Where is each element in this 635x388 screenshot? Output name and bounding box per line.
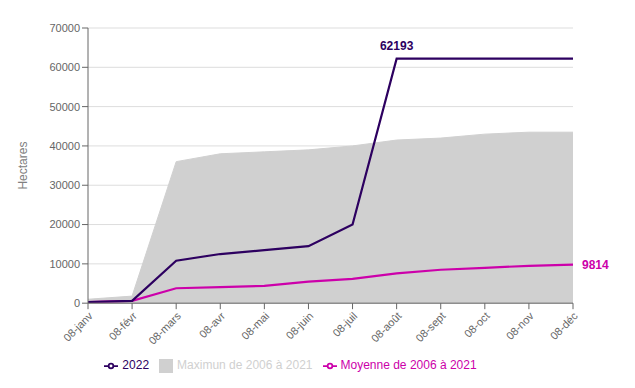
svg-text:0: 0 [74,297,80,309]
svg-text:50000: 50000 [49,101,80,113]
svg-text:08-sept: 08-sept [413,310,447,344]
svg-text:60000: 60000 [49,61,80,73]
svg-text:9814: 9814 [582,258,609,272]
svg-text:08-févr: 08-févr [106,309,139,342]
svg-text:08-déc: 08-déc [548,309,581,342]
html-text:Moyenne de 2006 à 2021: Moyenne de 2006 à 2021 [340,358,477,373]
svg-text:08-juil: 08-juil [330,310,359,339]
svg-text:08-mars: 08-mars [146,309,183,346]
svg-text:20000: 20000 [49,218,80,230]
svg-text:08-juin: 08-juin [284,310,316,342]
svg-text:08-août: 08-août [369,310,404,345]
svg-text:30000: 30000 [49,179,80,191]
svg-text:08-janv: 08-janv [61,309,95,343]
svg-text:10000: 10000 [49,258,80,270]
svg-text:70000: 70000 [49,22,80,34]
svg-text:40000: 40000 [49,140,80,152]
svg-text:08-nov: 08-nov [504,309,537,342]
svg-text:08-avr: 08-avr [197,309,228,340]
html-text:2022: 2022 [122,358,150,373]
svg-text:62193: 62193 [380,39,414,53]
html-text:Maximun de 2006 à 2021: Maximun de 2006 à 2021 [177,358,313,373]
svg-text:Hectares: Hectares [16,142,30,190]
svg-text:08-mai: 08-mai [239,310,271,342]
svg-text:08-oct: 08-oct [462,310,492,340]
